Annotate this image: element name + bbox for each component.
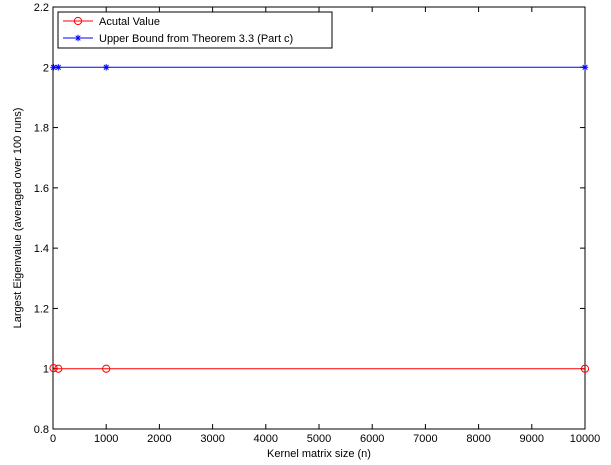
y-tick-label: 1 — [43, 364, 49, 376]
legend-label: Upper Bound from Theorem 3.3 (Part c) — [99, 33, 293, 45]
x-tick-label: 1000 — [94, 433, 118, 445]
legend-box — [57, 11, 333, 49]
x-tick-label: 8000 — [466, 433, 490, 445]
data-point — [580, 364, 590, 373]
legend: Acutal Value Upper Bound from Theorem 3.3… — [57, 11, 333, 49]
x-tick-label: 0 — [50, 433, 56, 445]
series-actual-value — [49, 364, 590, 373]
legend-marker — [73, 16, 83, 26]
y-tick-label: 0.8 — [34, 424, 49, 436]
y-tick-label: 1.6 — [34, 183, 49, 195]
data-point — [54, 364, 63, 373]
x-tick-label: 4000 — [254, 433, 278, 445]
x-tick-label: 9000 — [520, 433, 544, 445]
x-tick-label: 7000 — [413, 433, 437, 445]
plot-area — [52, 6, 586, 430]
data-point — [49, 364, 58, 373]
y-tick-label: 2.2 — [34, 2, 49, 14]
data-point — [581, 64, 589, 71]
series-layer — [49, 64, 590, 373]
data-point — [102, 364, 111, 373]
y-axis-label: Largest Eigenvalue (averaged over 100 ru… — [12, 108, 24, 329]
x-axis-label: Kernel matrix size (n) — [267, 448, 371, 460]
data-point — [55, 64, 62, 71]
y-tick-label: 1.2 — [34, 303, 49, 315]
y-tick-label: 1.4 — [34, 243, 49, 255]
legend-marker — [74, 34, 82, 42]
series-upper-bound — [50, 64, 589, 71]
y-tick-label: 2 — [43, 62, 49, 74]
tick-labels: 0 1000 2000 3000 4000 5000 6000 7000 8000 9000 100… — [34, 2, 601, 445]
legend-entry: Acutal Value — [63, 16, 160, 28]
legend-entry: Upper Bound from Theorem 3.3 (Part c) — [63, 33, 293, 45]
x-tick-label: 5000 — [307, 433, 331, 445]
series-line — [53, 367, 585, 370]
legend-label: Acutal Value — [99, 16, 160, 28]
y-tick-label: 1.8 — [34, 123, 49, 135]
x-tick-label: 10000 — [570, 433, 601, 445]
data-point — [103, 64, 110, 71]
x-tick-label: 3000 — [200, 433, 224, 445]
x-tick-label: 6000 — [360, 433, 384, 445]
x-tick-label: 2000 — [147, 433, 171, 445]
